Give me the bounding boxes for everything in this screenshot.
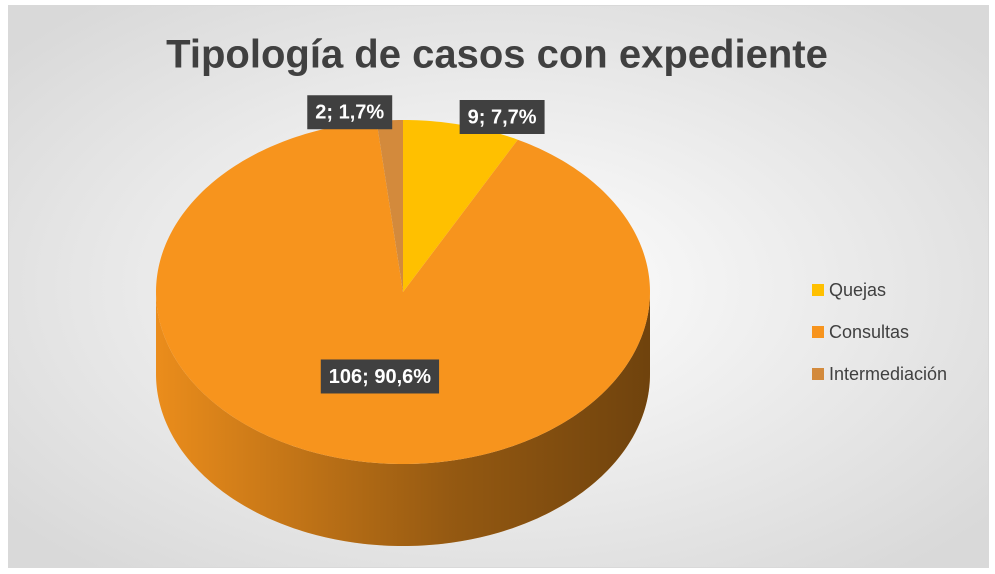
pie-slice [376,120,403,292]
legend-label: Consultas [829,322,909,342]
data-label-text: 9; 7,7% [468,106,537,128]
data-label: 106; 90,6% [320,359,440,394]
legend-label: Quejas [829,280,886,300]
pie-slice [156,120,650,464]
legend-label: Intermediación [829,364,947,384]
data-label-text: 2; 1,7% [315,102,384,124]
data-label: 2; 1,7% [307,95,393,130]
chart-title: Tipología de casos con expediente [166,33,828,77]
data-label: 9; 7,7% [459,99,545,134]
data-label-box [320,359,440,394]
legend-swatch [812,368,824,380]
data-label-box [459,99,545,134]
pie-slice [403,120,518,292]
pie-side-shade [156,292,650,546]
legend-swatch [812,284,824,296]
legend-swatch [812,326,824,338]
data-label-text: 106; 90,6% [329,366,432,388]
data-label-box [307,95,393,130]
